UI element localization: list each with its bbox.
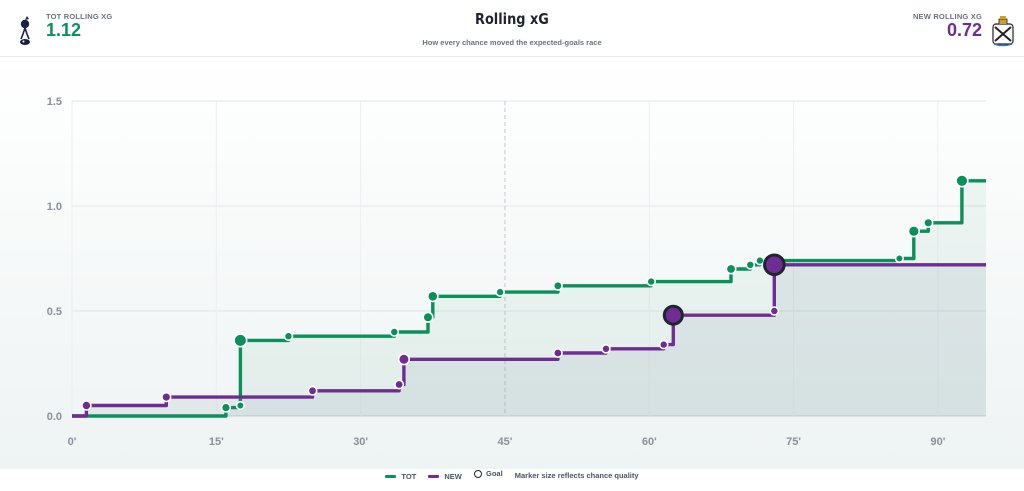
legend-note: Marker size reflects chance quality	[515, 471, 639, 480]
page-title: Rolling xG	[475, 10, 549, 28]
page-subtitle: How every chance moved the expected-goal…	[422, 38, 602, 47]
chance-marker-tot	[646, 276, 656, 287]
chance-marker-tot	[235, 400, 245, 411]
chart-ticks: 0.0 0.5 1.0 1.5 0' 15' 30' 45' 60' 75' 90'	[47, 96, 946, 448]
chance-marker-new	[307, 385, 318, 396]
chance-marker-tot	[894, 253, 905, 264]
away-rolling-xg-value: 0.72	[946, 20, 982, 40]
chart-background	[0, 57, 1024, 469]
goal-ring-icon	[473, 469, 482, 478]
legend-label-tot: TOT	[401, 471, 417, 481]
x-tick-label: 30'	[353, 436, 368, 448]
legend-item-goal: Goal	[473, 469, 503, 478]
goal-marker-new	[662, 304, 684, 326]
x-tick-label: 0'	[68, 436, 77, 448]
chance-marker-tot	[220, 402, 232, 413]
legend-label-new: NEW	[444, 471, 462, 481]
y-tick-label: 0.5	[47, 306, 62, 318]
chance-marker-tot	[745, 260, 756, 270]
legend-item-new: NEW	[428, 472, 462, 481]
legend-item-tot: TOT	[385, 472, 416, 481]
chance-marker-new	[601, 343, 611, 354]
chance-marker-new	[161, 391, 172, 403]
home-rolling-xg-label: TOT ROLLING XG	[46, 12, 113, 21]
tottenham-crest-icon	[20, 16, 30, 45]
y-tick-label: 0.0	[47, 411, 62, 423]
x-tick-label: 60'	[642, 436, 657, 448]
chance-marker-tot	[552, 280, 563, 291]
legend-label-goal: Goal	[485, 469, 503, 478]
legend-swatch-tot	[385, 474, 397, 478]
x-tick-label: 90'	[930, 436, 945, 448]
y-tick-label: 1.5	[47, 96, 62, 108]
x-tick-label: 45'	[498, 436, 513, 448]
chance-marker-tot	[389, 327, 400, 337]
chance-marker-tot	[955, 174, 969, 188]
chance-marker-tot	[422, 311, 434, 323]
match-header: TOT ROLLING XG 1.12 Rolling xG How every…	[0, 0, 1024, 57]
chart-markers	[81, 174, 969, 413]
y-tick-label: 1.0	[47, 201, 62, 213]
chance-marker-new	[394, 379, 405, 390]
x-tick-label: 15'	[209, 436, 224, 448]
chance-marker-new	[658, 339, 669, 350]
chance-marker-tot	[283, 331, 294, 342]
chart-grid	[0, 57, 1024, 469]
chart-areas	[72, 180, 986, 416]
area-new	[72, 264, 986, 416]
chance-marker-tot	[495, 287, 505, 297]
chance-marker-new	[552, 347, 563, 358]
away-rolling-xg-label: NEW ROLLING XG	[912, 12, 982, 21]
chance-marker-tot	[725, 263, 737, 275]
chance-marker-new	[81, 400, 92, 411]
chance-marker-tot	[233, 333, 248, 348]
home-rolling-xg-value: 1.12	[46, 20, 82, 40]
legend-note-text: Marker size reflects chance quality	[514, 470, 639, 480]
chart-legend: TOT NEW Goal Marker size reflects chance…	[0, 469, 1024, 481]
chance-marker-new	[769, 306, 780, 316]
rolling-xg-chart: 0.0 0.5 1.0 1.5 0' 15' 30' 45' 60' 75' 90'	[0, 57, 1024, 469]
goal-marker-new	[763, 253, 786, 277]
area-tot	[72, 180, 986, 416]
newcastle-crest-icon	[992, 16, 1014, 47]
legend-swatch-new	[428, 474, 440, 478]
x-tick-label: 75'	[786, 436, 801, 448]
chance-marker-tot	[755, 255, 765, 266]
chance-marker-tot	[907, 225, 921, 238]
chance-marker-new	[397, 353, 411, 366]
chance-marker-tot	[426, 290, 439, 303]
chance-marker-tot	[923, 217, 934, 229]
chart-title-block: Rolling xG How every chance moved the ex…	[0, 10, 1024, 47]
